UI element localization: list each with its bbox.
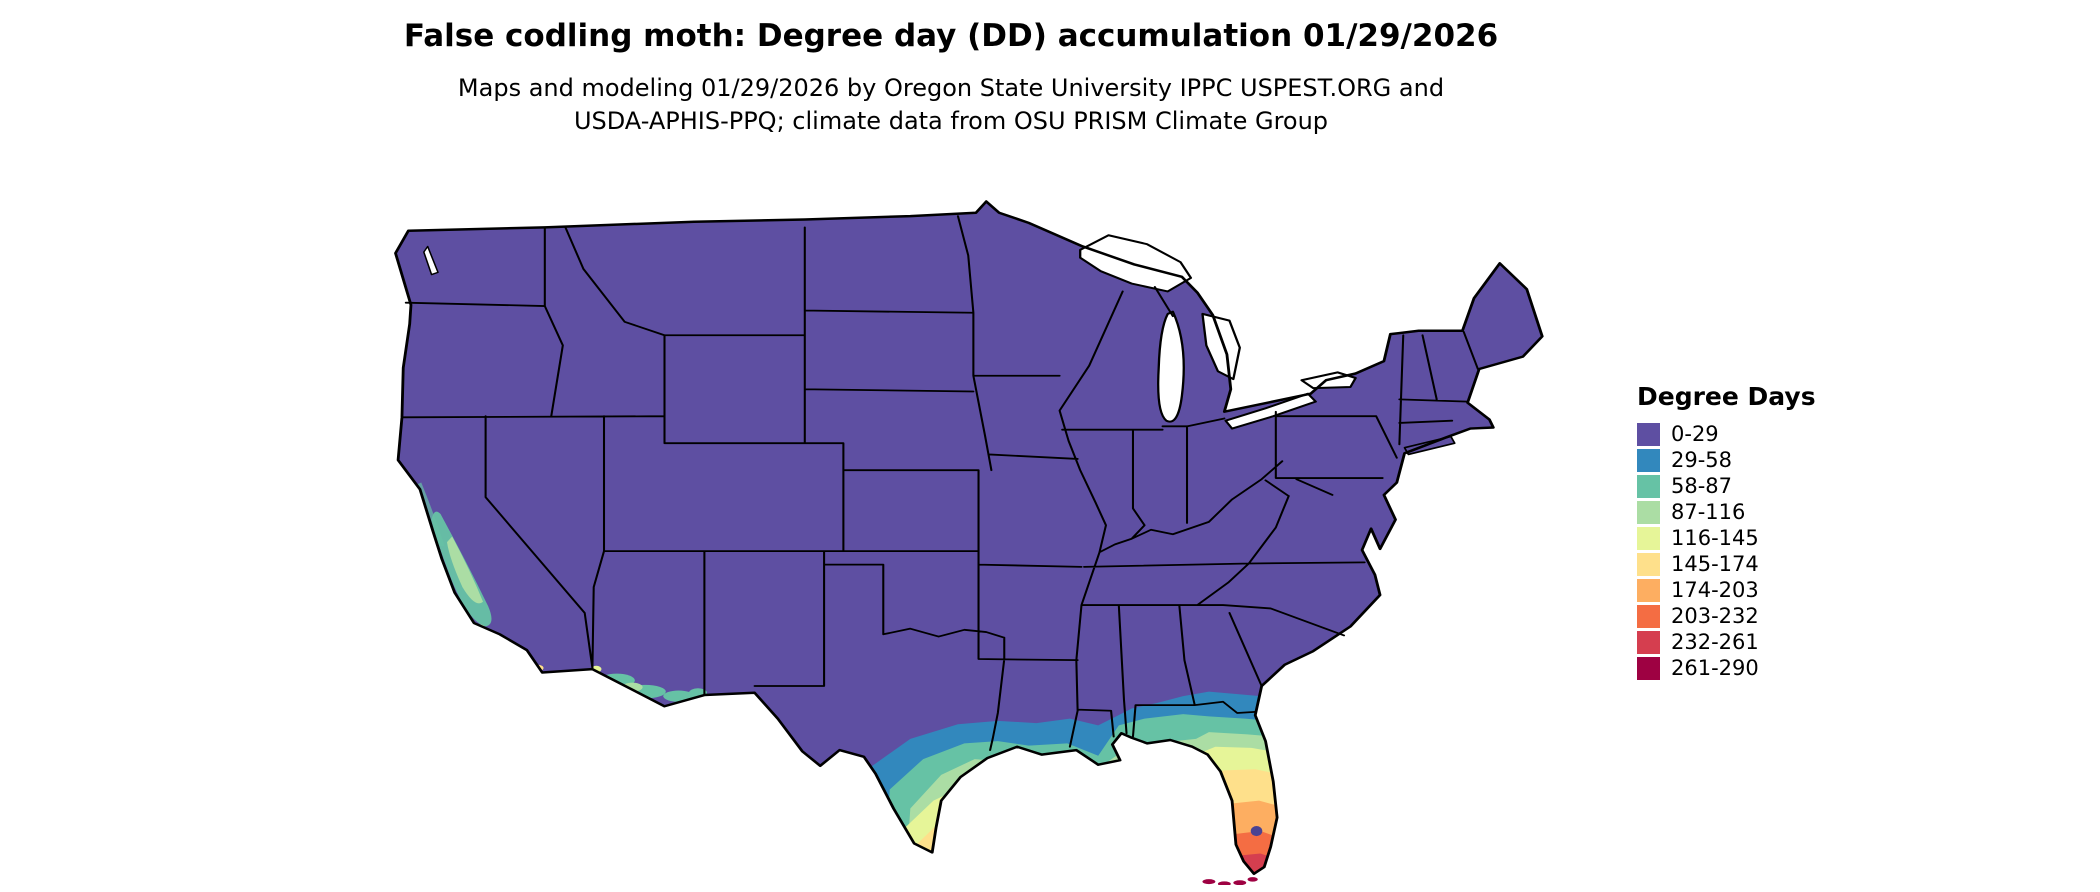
legend-label: 116-145 xyxy=(1671,526,1759,550)
florida-keys xyxy=(1202,877,1258,885)
legend-label: 261-290 xyxy=(1671,656,1759,680)
legend-title: Degree Days xyxy=(1637,382,1816,411)
subtitle-line-1: Maps and modeling 01/29/2026 by Oregon S… xyxy=(457,74,1445,102)
california-valley-speckle-inner xyxy=(446,536,484,604)
page-title: False codling moth: Degree day (DD) accu… xyxy=(403,18,1499,54)
degree-day-raster xyxy=(395,201,1543,874)
legend-swatch xyxy=(1637,449,1660,472)
legend-entry: 174-203 xyxy=(1637,579,1816,602)
legend-entry: 145-174 xyxy=(1637,553,1816,576)
us-outline xyxy=(394,200,1544,875)
legend-swatch xyxy=(1637,501,1660,524)
legend-label: 145-174 xyxy=(1671,552,1759,576)
legend-entry: 87-116 xyxy=(1637,501,1816,524)
legend-entries: 0-29 29-58 58-87 87-116 116-145 145-174 174-20… xyxy=(1637,423,1816,680)
legend-label: 87-116 xyxy=(1671,500,1746,524)
legend-label: 58-87 xyxy=(1671,474,1733,498)
lake-huron xyxy=(1201,312,1241,381)
state-borders xyxy=(400,215,1479,751)
lake-superior xyxy=(1079,234,1193,293)
legend-label: 232-261 xyxy=(1671,630,1759,654)
legend-swatch xyxy=(1637,605,1660,628)
lake-michigan xyxy=(1157,310,1185,423)
puget-sound xyxy=(423,245,439,276)
legend-swatch xyxy=(1637,631,1660,654)
subtitle: Maps and modeling 01/29/2026 by Oregon S… xyxy=(0,72,1902,138)
legend-swatch xyxy=(1637,657,1660,680)
legend-entry: 29-58 xyxy=(1637,449,1816,472)
legend: Degree Days 0-29 29-58 58-87 87-116 116-145 1… xyxy=(1637,382,1816,683)
us-map-svg xyxy=(394,200,1544,885)
legend-label: 0-29 xyxy=(1671,422,1719,446)
legend-entry: 0-29 xyxy=(1637,423,1816,446)
legend-swatch xyxy=(1637,527,1660,550)
legend-label: 174-203 xyxy=(1671,578,1759,602)
header: False codling moth: Degree day (DD) accu… xyxy=(0,18,1902,138)
legend-swatch xyxy=(1637,423,1660,446)
legend-entry: 232-261 xyxy=(1637,631,1816,654)
legend-entry: 116-145 xyxy=(1637,527,1816,550)
legend-swatch xyxy=(1637,579,1660,602)
lake-erie xyxy=(1224,392,1317,430)
legend-swatch xyxy=(1637,475,1660,498)
legend-label: 29-58 xyxy=(1671,448,1733,472)
legend-entry: 203-232 xyxy=(1637,605,1816,628)
lake-okeechobee xyxy=(1250,825,1263,837)
legend-swatch xyxy=(1637,553,1660,576)
legend-label: 203-232 xyxy=(1671,604,1759,628)
subtitle-line-2: USDA-APHIS-PPQ; climate data from OSU PR… xyxy=(573,107,1329,135)
legend-entry: 261-290 xyxy=(1637,657,1816,680)
legend-entry: 58-87 xyxy=(1637,475,1816,498)
us-degree-day-map xyxy=(308,188,1595,885)
